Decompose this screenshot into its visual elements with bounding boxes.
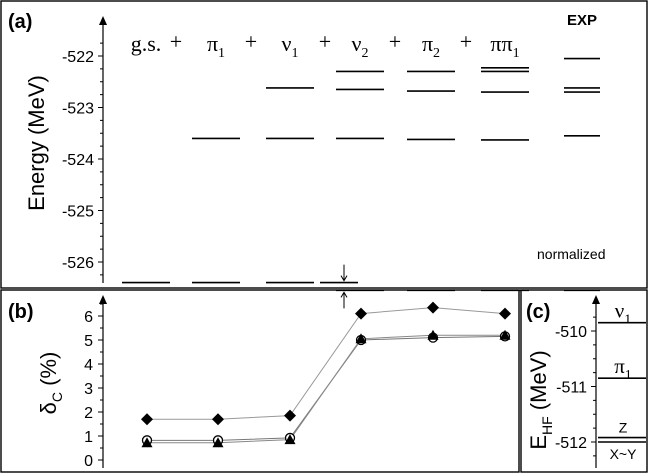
column-label-sub: 1 [291,46,298,61]
panel-c-ylabel-unit: (MeV) [526,350,551,416]
column-label-main: ν [282,31,292,56]
column-label-main: π [207,31,218,56]
panel-b-ytick-label: 6 [84,309,93,326]
panel-b-ytick-label: 3 [84,381,93,398]
column-label: π2 [422,31,440,61]
triangle-marker [284,434,296,445]
panel-b-ylabel-unit: (%) [36,352,61,392]
hf-level-label: π1 [614,354,632,383]
column-label: ππ1 [490,31,519,61]
panel-a-y-arrow [99,16,107,25]
plus-sign: + [460,29,472,54]
panel-a-ytick-label: -524 [62,152,94,169]
panel-a-ylabel: Energy (MeV) [24,75,49,211]
plus-sign: + [170,29,182,54]
column-label-sub: 2 [361,46,368,61]
hf-level-label-sub: 1 [625,368,632,383]
column-label-sub: 2 [433,46,440,61]
hf-level-label-sub: 1 [624,313,631,328]
column-label: π1 [207,31,225,61]
panel-c-label: (c) [526,301,550,323]
panel-b-ytick-label: 1 [84,429,93,446]
column-label-main: g.s. [131,31,162,56]
triangle-marker [212,437,224,448]
triangle-marker [141,437,153,448]
panel-a-ytick-label: -523 [62,101,94,118]
hf-level-label-main: π [614,354,625,378]
column-label-main: ν [352,31,362,56]
panel-c-ytick-label: -512 [555,435,587,452]
series-line-triangle [147,334,505,444]
panel-c-frame [520,289,648,473]
hf-level-label: X~Y [610,446,638,462]
panel-b-frame [0,289,520,473]
panel-b-ytick-label: 0 [84,453,93,470]
panel-a: (a) -522 -523 -524 -525 -526 Energy (MeV) g.s. +… [8,11,605,309]
hf-level-label-main: X~Y [610,446,638,462]
panel-c-ytick-label: -510 [555,324,587,341]
column-label-main: π [422,31,433,56]
diamond-marker [284,409,296,422]
panel-c-ylabel: EHF (MeV) [526,350,555,449]
plus-sign: + [319,29,331,54]
plus-sign: + [389,29,401,54]
triangle-marker [355,333,367,344]
panel-a-frame [0,0,648,289]
column-label-sub: 1 [218,46,225,61]
panel-b-ytick-label: 2 [84,405,93,422]
diamond-marker [427,301,439,314]
diamond-marker [499,307,511,320]
column-label-main: ππ [490,31,512,56]
panel-a-ytick-label: -525 [62,204,94,221]
hf-level-label-main: ν [615,299,625,323]
diamond-marker [141,413,153,426]
series-line-diamond [147,307,506,420]
diamond-marker [212,413,224,426]
panel-a-ytick-label: -522 [62,49,94,66]
panel-a-ytick-label: -526 [62,255,94,272]
column-label: g.s. [131,31,162,56]
panel-c-ylabel-main: E [526,435,551,450]
panel-b-ylabel-sub: C [49,392,65,402]
hf-level-label-main: Z [619,420,628,436]
triangle-marker [427,329,439,340]
panel-c-ylabel-sub: HF [539,416,555,435]
panel-b-label: (b) [8,301,34,323]
panel-b-ylabel-main: δ [36,402,61,414]
shift-arrow-down-head [340,275,348,282]
panel-b-ytick-label: 5 [84,333,93,350]
hf-level-label: ν1 [615,299,632,328]
column-label-sub: 1 [513,46,520,61]
panel-b-ytick-label: 4 [84,357,93,374]
panel-b: (b) 0 1 2 3 4 5 6 δC (%) [8,295,511,470]
hf-level-label: Z [619,420,628,436]
normalized-annotation: normalized [537,246,605,262]
triangle-marker [499,329,511,340]
diamond-marker [355,307,367,320]
panel-b-y-arrow [99,295,107,304]
panel-a-label: (a) [8,11,32,33]
panel-c-y-arrow [592,295,600,304]
shift-arrow-up-head [340,291,348,298]
column-label: ν2 [352,31,369,61]
plus-sign: + [245,29,257,54]
panel-b-ylabel: δC (%) [36,352,65,415]
panel-c-ytick-label: -511 [556,380,587,397]
column-label: ν1 [282,31,299,61]
column-label-exp: EXP [567,12,597,29]
